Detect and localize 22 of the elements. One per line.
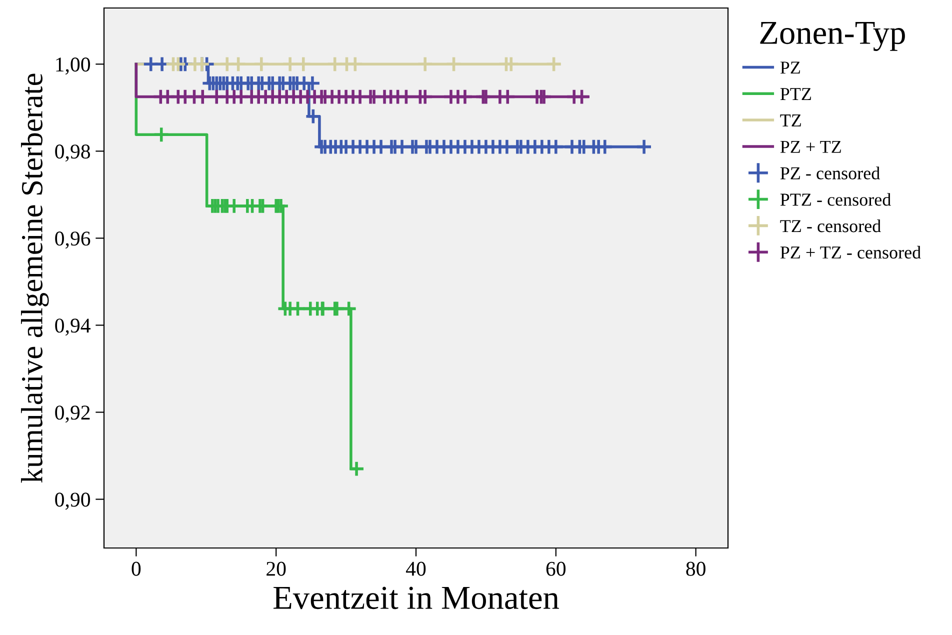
y-axis-title: kumulative allgemeine Sterberate — [20, 74, 49, 483]
y-tick-label: 0,90 — [55, 492, 90, 510]
y-tick-label: 1,00 — [56, 58, 90, 75]
x-tick-label: 60 — [546, 562, 566, 576]
legend-label: TZ — [780, 114, 801, 126]
legend-label: PZ + TZ - censored — [780, 246, 921, 259]
y-tick-label: 0,96 — [55, 232, 90, 249]
x-tick-label: 80 — [686, 562, 706, 576]
y-tick-label: 0,92 — [55, 406, 90, 423]
legend-label: PZ + TZ — [780, 140, 841, 153]
x-tick-label: 20 — [266, 562, 286, 576]
legend-label: PZ - censored — [780, 166, 880, 180]
x-axis-title: Eventzeit in Monaten — [273, 586, 559, 610]
legend-label: PTZ - censored — [780, 193, 891, 206]
y-tick-label: 0,94 — [55, 318, 90, 336]
legend-label: PTZ — [780, 88, 811, 100]
x-tick-label: 0 — [132, 562, 141, 576]
x-tick-label: 40 — [406, 562, 426, 576]
y-tick-label: 0,98 — [55, 144, 90, 162]
legend-label: TZ - censored — [780, 219, 881, 232]
legend-title: Zonen-Typ — [760, 22, 905, 51]
legend-label: PZ — [780, 62, 800, 74]
